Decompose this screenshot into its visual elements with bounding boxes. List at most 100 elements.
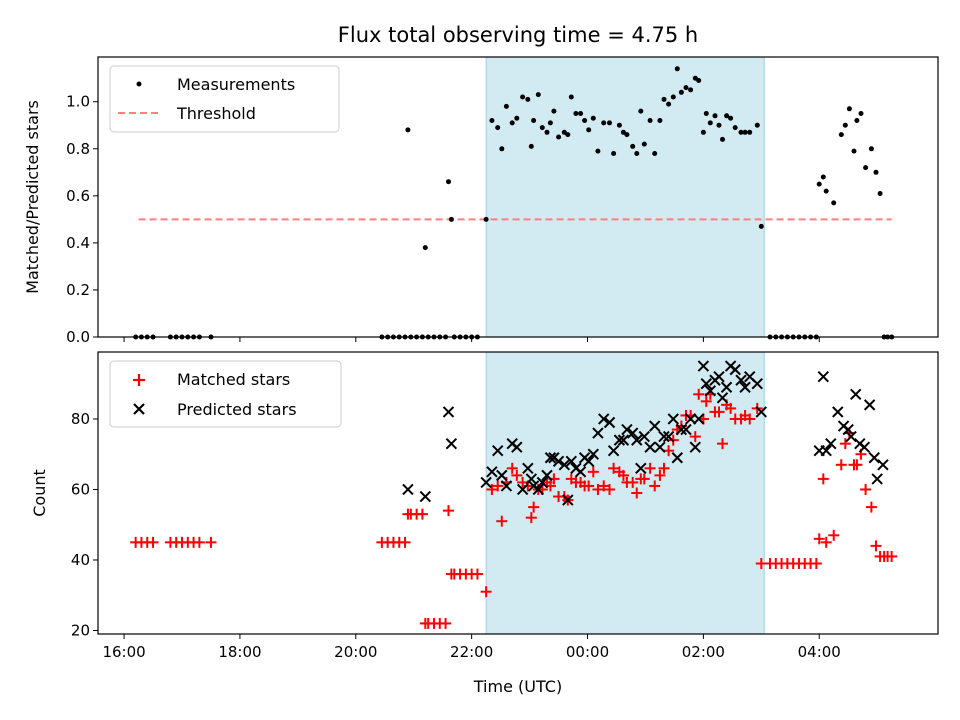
matched-star-point [813, 533, 825, 545]
predicted-star-point [662, 430, 675, 443]
predicted-star-point [693, 413, 705, 425]
predicted-star-point [532, 483, 544, 496]
measurement-point [700, 129, 706, 135]
predicted-star-point [536, 476, 549, 489]
measurement-point [754, 122, 760, 128]
matched-star-point [689, 431, 701, 443]
matched-star-point [693, 388, 705, 400]
measurement-point [586, 127, 592, 133]
predicted-star-point [755, 406, 768, 418]
measurement-point [525, 96, 531, 102]
measurement-point [854, 118, 860, 123]
predicted-star-point [603, 416, 616, 429]
predicted-star-point [613, 434, 626, 446]
predicted-star-point [720, 381, 733, 393]
predicted-star-point [541, 469, 553, 482]
measurement-point [758, 223, 764, 229]
predicted-star-point [850, 388, 862, 401]
measurement-point [520, 94, 526, 100]
predicted-star-point [635, 462, 647, 475]
observing-window-shade-bottom [485, 351, 765, 635]
measurement-point [720, 136, 725, 142]
bottom-ytick-label: 60 [71, 480, 90, 498]
top-ytick-label: 0.2 [66, 281, 90, 299]
legend-predicted-marker [133, 403, 145, 415]
measurement-point [446, 179, 451, 185]
measurement-point [509, 120, 515, 126]
predicted-star-point [617, 434, 630, 446]
predicted-star-point [544, 452, 557, 464]
matched-star-point [496, 515, 508, 527]
predicted-star-point [680, 423, 692, 436]
predicted-star-point [713, 370, 725, 383]
legend-threshold-label: Threshold [176, 104, 256, 123]
predicted-star-point [697, 360, 710, 372]
matched-star-point [839, 438, 851, 450]
bottom-xtick-label: 22:00 [450, 643, 493, 661]
matched-star-point [725, 402, 737, 414]
matched-star-point [471, 568, 483, 580]
matched-star-point [644, 462, 656, 474]
bottom-ytick-label: 40 [71, 551, 90, 569]
top-ytick-label: 0.0 [66, 328, 90, 346]
observing-window-shade-top [485, 56, 765, 338]
measurement-point [535, 92, 541, 98]
measurement-point [551, 108, 557, 114]
matched-star-point [663, 445, 675, 457]
chart-title: Flux total observing time = 4.75 h [338, 23, 698, 47]
measurement-point [868, 146, 874, 152]
matched-star-point [440, 617, 452, 629]
matched-star-point [525, 512, 537, 524]
matched-star-point [638, 473, 650, 485]
predicted-star-point [592, 427, 604, 439]
matched-star-point [700, 395, 712, 407]
measurement-point [747, 129, 753, 135]
top-y-axis-label: Matched/Predicted stars [23, 100, 42, 294]
predicted-star-point [607, 444, 620, 457]
measurement-point [823, 188, 829, 194]
bottom-xtick-label: 02:00 [682, 643, 725, 661]
measurement-point [595, 148, 601, 154]
predicted-star-point [684, 413, 697, 425]
predicted-star-point [492, 444, 504, 457]
matched-star-point [744, 413, 756, 425]
measurement-point [528, 143, 534, 149]
matched-star-point [442, 505, 454, 517]
predicted-star-point [877, 459, 889, 471]
measurement-point [674, 66, 680, 72]
measurement-point [696, 78, 702, 83]
predicted-star-point [516, 483, 529, 496]
matched-star-point [817, 473, 829, 485]
measurement-point [556, 134, 562, 140]
measurement-point [499, 146, 505, 152]
matched-star-point [592, 483, 604, 495]
measurement-point [820, 174, 826, 180]
matched-star-point [492, 480, 504, 492]
legend-measurements-label: Measurements [177, 75, 295, 94]
measurement-point [716, 122, 722, 128]
bottom-panel: 20 40 60 80 16:00 18:00 20:00 22:00 00:00 02:00 0… [30, 351, 939, 696]
predicted-star-point [649, 420, 661, 432]
measurement-point [514, 115, 520, 121]
measurement-point [547, 120, 553, 126]
matched-star-point [583, 480, 595, 492]
predicted-star-point [402, 483, 414, 496]
predicted-star-point [522, 462, 534, 475]
predicted-star-point [832, 406, 844, 418]
predicted-star-point [820, 444, 832, 457]
measurement-point [565, 132, 571, 138]
matched-star-point [205, 536, 217, 548]
predicted-star-point [574, 466, 587, 478]
predicted-star-point [858, 441, 871, 453]
measurement-point [846, 106, 852, 112]
measurements-points [133, 66, 895, 340]
measurement-point [724, 113, 730, 119]
measurement-point [638, 108, 644, 114]
matched-star-point [713, 406, 725, 418]
matched-star-point [631, 487, 643, 499]
top-ytick-label: 0.4 [66, 234, 90, 252]
measurement-point [738, 129, 744, 135]
bottom-y-axis-ticks: 20 40 60 80 [71, 410, 98, 639]
measurement-point [616, 122, 622, 128]
predicted-star-point [735, 374, 747, 386]
